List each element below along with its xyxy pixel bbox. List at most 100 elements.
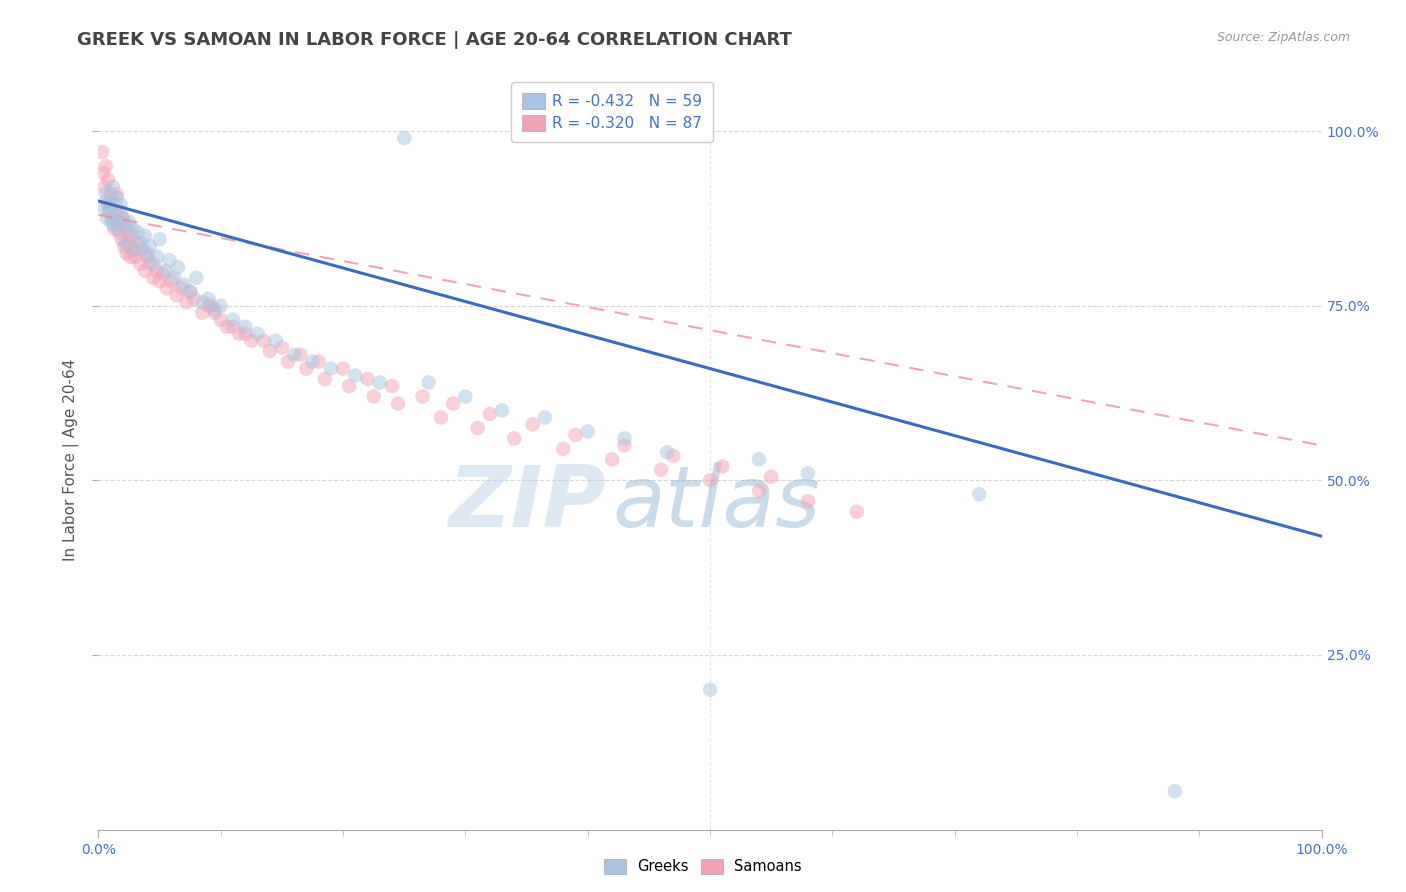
Samoans — [120, 250, 142, 264]
Greeks — [124, 243, 146, 257]
Samoans — [91, 166, 114, 180]
Samoans — [139, 257, 162, 271]
Samoans — [761, 470, 783, 484]
Greeks — [149, 232, 172, 246]
Greeks — [197, 292, 219, 306]
Samoans — [152, 268, 174, 282]
Greeks — [392, 131, 416, 145]
Samoans — [748, 483, 770, 498]
Greeks — [129, 235, 152, 250]
Samoans — [131, 243, 153, 257]
Samoans — [107, 215, 129, 229]
Samoans — [110, 204, 132, 219]
Samoans — [146, 264, 169, 278]
Samoans — [650, 463, 672, 477]
Samoans — [114, 219, 136, 233]
Greeks — [613, 432, 636, 446]
Greeks — [136, 246, 159, 260]
Samoans — [160, 274, 183, 288]
Samoans — [240, 334, 263, 348]
Greeks — [319, 361, 342, 376]
Greeks — [167, 260, 190, 275]
Greeks — [155, 264, 177, 278]
Samoans — [600, 452, 623, 467]
Greeks — [100, 194, 122, 208]
Greeks — [97, 197, 120, 211]
Samoans — [93, 180, 115, 194]
Samoans — [259, 344, 281, 359]
Samoans — [121, 243, 143, 257]
Samoans — [149, 274, 172, 288]
Greeks — [204, 302, 226, 317]
Greeks — [127, 226, 149, 240]
Samoans — [467, 421, 489, 435]
Samoans — [290, 348, 312, 362]
Greeks — [454, 390, 477, 404]
Legend: Greeks, Samoans: Greeks, Samoans — [598, 853, 808, 880]
Samoans — [118, 235, 141, 250]
Samoans — [101, 211, 124, 226]
Samoans — [108, 226, 131, 240]
Samoans — [295, 361, 318, 376]
Samoans — [129, 257, 152, 271]
Samoans — [381, 379, 404, 393]
Greeks — [94, 186, 117, 201]
Samoans — [166, 288, 188, 302]
Samoans — [117, 226, 139, 240]
Samoans — [662, 449, 685, 463]
Samoans — [332, 361, 354, 376]
Greeks — [103, 219, 125, 233]
Samoans — [233, 326, 256, 341]
Samoans — [441, 396, 464, 410]
Samoans — [204, 306, 226, 320]
Samoans — [124, 250, 146, 264]
Greeks — [534, 410, 557, 425]
Samoans — [96, 194, 118, 208]
Greeks — [368, 376, 391, 390]
Samoans — [115, 246, 138, 260]
Greeks — [246, 326, 269, 341]
Samoans — [127, 235, 149, 250]
Greeks — [233, 319, 256, 334]
Greeks — [93, 201, 115, 215]
Samoans — [363, 390, 385, 404]
Greeks — [118, 215, 141, 229]
Samoans — [711, 459, 734, 474]
Samoans — [215, 319, 238, 334]
Samoans — [478, 407, 501, 421]
Legend: R = -0.432   N = 59, R = -0.320   N = 87: R = -0.432 N = 59, R = -0.320 N = 87 — [512, 82, 713, 142]
Samoans — [136, 250, 159, 264]
Samoans — [94, 159, 117, 173]
Greeks — [173, 277, 195, 292]
Greeks — [1164, 784, 1187, 798]
Samoans — [387, 396, 409, 410]
Greeks — [110, 197, 132, 211]
Greeks — [344, 368, 367, 383]
Samoans — [112, 239, 135, 253]
Greeks — [104, 208, 127, 222]
Text: ZIP: ZIP — [449, 462, 606, 545]
Greeks — [301, 354, 323, 368]
Greeks — [748, 452, 770, 467]
Samoans — [179, 285, 201, 299]
Y-axis label: In Labor Force | Age 20-64: In Labor Force | Age 20-64 — [63, 359, 79, 560]
Greeks — [491, 403, 513, 417]
Greeks — [699, 682, 721, 697]
Samoans — [176, 295, 198, 310]
Samoans — [120, 228, 142, 243]
Samoans — [142, 270, 165, 285]
Samoans — [170, 281, 193, 295]
Samoans — [308, 354, 330, 368]
Greeks — [657, 445, 679, 459]
Samoans — [209, 312, 232, 326]
Samoans — [797, 494, 820, 508]
Greeks — [96, 211, 118, 226]
Greeks — [105, 190, 128, 204]
Samoans — [222, 319, 245, 334]
Samoans — [613, 438, 636, 452]
Greeks — [179, 285, 201, 299]
Samoans — [183, 292, 205, 306]
Greeks — [134, 228, 156, 243]
Samoans — [553, 442, 575, 456]
Samoans — [97, 173, 120, 187]
